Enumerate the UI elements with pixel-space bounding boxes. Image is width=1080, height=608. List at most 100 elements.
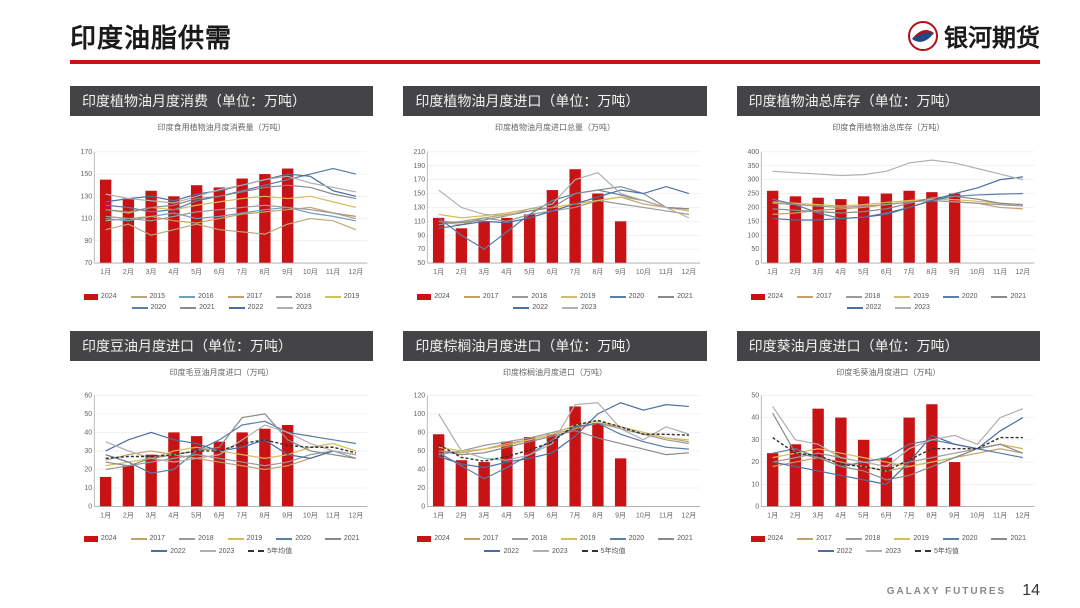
legend-item: 2021 bbox=[991, 293, 1026, 300]
legend-item: 2017 bbox=[797, 535, 832, 542]
legend-swatch bbox=[229, 307, 245, 309]
legend-item: 2020 bbox=[943, 535, 978, 542]
legend-item: 2022 bbox=[513, 304, 548, 311]
chart-wrap: 印度食用植物油总库存（万吨）0501001502002503003504001月… bbox=[737, 120, 1040, 311]
legend-label: 2019 bbox=[580, 293, 596, 300]
xtick-label: 8月 bbox=[926, 512, 937, 520]
chart-plot: 01020304050601月2月3月4月5月6月7月8月9月10月11月12月 bbox=[70, 379, 373, 533]
legend-swatch bbox=[751, 294, 765, 300]
legend-swatch bbox=[131, 296, 147, 298]
ytick-label: 50 bbox=[418, 260, 426, 267]
legend-label: 5年均值 bbox=[934, 546, 959, 556]
legend-label: 2020 bbox=[151, 304, 167, 311]
legend-item: 2020 bbox=[610, 293, 645, 300]
chart-svg: 5070901101301501701902101月2月3月4月5月6月7月8月… bbox=[403, 134, 706, 291]
xtick-label: 6月 bbox=[214, 512, 225, 520]
line-2023 bbox=[772, 406, 1022, 466]
chart-wrap: 印度毛豆油月度进口（万吨）01020304050601月2月3月4月5月6月7月… bbox=[70, 365, 373, 556]
legend-swatch bbox=[484, 550, 500, 552]
legend-swatch bbox=[180, 307, 196, 309]
legend-label: 2020 bbox=[629, 535, 645, 542]
legend-item: 2017 bbox=[797, 293, 832, 300]
legend-item: 2021 bbox=[658, 293, 693, 300]
chart-subtitle: 印度食用植物油总库存（万吨） bbox=[737, 122, 1040, 133]
xtick-label: 8月 bbox=[259, 268, 270, 276]
ytick-label: 250 bbox=[747, 191, 759, 198]
xtick-label: 6月 bbox=[881, 268, 892, 276]
chart-wrap: 印度植物油月度进口总量（万吨）5070901101301501701902101… bbox=[403, 120, 706, 311]
xtick-label: 8月 bbox=[259, 512, 270, 520]
panel-title: 印度植物油总库存（单位：万吨） bbox=[737, 86, 1040, 116]
chart-panel-palm_imports: 印度棕榈油月度进口（单位：万吨）印度棕榈油月度进口（万吨）02040608010… bbox=[403, 331, 706, 556]
xtick-label: 4月 bbox=[835, 512, 846, 520]
ytick-label: 60 bbox=[418, 448, 426, 455]
legend-swatch bbox=[658, 538, 674, 540]
ytick-label: 40 bbox=[418, 467, 426, 474]
xtick-label: 12月 bbox=[1015, 268, 1030, 276]
legend-item: 2024 bbox=[84, 535, 117, 542]
xtick-label: 1月 bbox=[767, 512, 778, 520]
legend-label: 2017 bbox=[816, 293, 832, 300]
legend-swatch bbox=[895, 307, 911, 309]
legend-item: 2020 bbox=[943, 293, 978, 300]
bar-2024 bbox=[880, 458, 891, 507]
ytick-label: 40 bbox=[84, 429, 92, 436]
legend-label: 2021 bbox=[199, 304, 215, 311]
ytick-label: 0 bbox=[88, 504, 92, 511]
xtick-label: 12月 bbox=[348, 268, 363, 276]
legend-item: 2021 bbox=[325, 535, 360, 542]
bar-2024 bbox=[282, 169, 293, 264]
xtick-label: 3月 bbox=[479, 268, 490, 276]
legend-swatch bbox=[464, 538, 480, 540]
footer-brand: GALAXY FUTURES bbox=[887, 586, 1007, 597]
legend-swatch bbox=[797, 538, 813, 540]
legend-item: 2017 bbox=[228, 293, 263, 300]
ytick-label: 20 bbox=[418, 485, 426, 492]
bar-2024 bbox=[456, 460, 467, 506]
xtick-label: 4月 bbox=[168, 512, 179, 520]
legend-label: 2022 bbox=[532, 304, 548, 311]
ytick-label: 70 bbox=[84, 260, 92, 267]
chart-subtitle: 印度食用植物油月度消费量（万吨） bbox=[70, 122, 373, 133]
xtick-label: 5月 bbox=[191, 268, 202, 276]
xtick-label: 12月 bbox=[682, 268, 697, 276]
legend-item: 2021 bbox=[658, 535, 693, 542]
bar-2024 bbox=[502, 442, 513, 507]
legend-label: 2024 bbox=[768, 293, 784, 300]
line-2022 bbox=[772, 177, 1022, 220]
legend-label: 2023 bbox=[296, 304, 312, 311]
xtick-label: 5月 bbox=[858, 512, 869, 520]
legend-label: 2023 bbox=[219, 548, 235, 555]
legend-swatch bbox=[818, 550, 834, 552]
legend-swatch bbox=[276, 296, 292, 298]
xtick-label: 3月 bbox=[479, 512, 490, 520]
panel-title: 印度葵油月度进口（单位：万吨） bbox=[737, 331, 1040, 361]
legend-swatch bbox=[200, 550, 216, 552]
ytick-label: 50 bbox=[84, 411, 92, 418]
ytick-label: 20 bbox=[84, 467, 92, 474]
legend-label: 2018 bbox=[865, 293, 881, 300]
ytick-label: 130 bbox=[414, 204, 426, 211]
panel-title: 印度植物油月度进口（单位：万吨） bbox=[403, 86, 706, 116]
xtick-label: 4月 bbox=[502, 512, 513, 520]
legend-item: 2018 bbox=[512, 535, 547, 542]
legend-item: 2017 bbox=[464, 535, 499, 542]
bar-2024 bbox=[593, 194, 604, 264]
ytick-label: 10 bbox=[751, 481, 759, 488]
xtick-label: 7月 bbox=[570, 268, 581, 276]
chart-subtitle: 印度毛豆油月度进口（万吨） bbox=[70, 367, 373, 378]
xtick-label: 10月 bbox=[970, 512, 985, 520]
legend-swatch bbox=[847, 307, 863, 309]
bar-2024 bbox=[479, 462, 490, 506]
legend-item: 2019 bbox=[894, 535, 929, 542]
xtick-label: 7月 bbox=[903, 512, 914, 520]
legend-item: 2022 bbox=[229, 304, 264, 311]
legend-item: 2021 bbox=[991, 535, 1026, 542]
legend-item: 2023 bbox=[895, 304, 930, 311]
xtick-label: 9月 bbox=[282, 512, 293, 520]
legend-swatch bbox=[582, 550, 598, 552]
chart-subtitle: 印度植物油月度进口总量（万吨） bbox=[403, 122, 706, 133]
chart-legend: 2024201520162017201820192020202120222023 bbox=[70, 293, 373, 311]
legend-item: 5年均值 bbox=[582, 546, 626, 556]
xtick-label: 2月 bbox=[123, 512, 134, 520]
